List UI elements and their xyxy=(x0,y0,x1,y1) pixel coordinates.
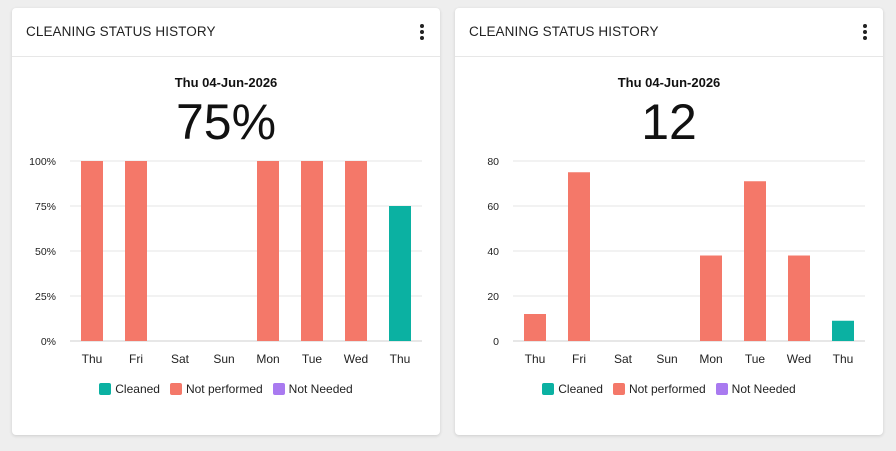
y-tick-label: 0 xyxy=(493,336,499,348)
x-tick-label: Thu xyxy=(82,352,103,366)
x-tick-label: Sat xyxy=(171,352,190,366)
current-value: 12 xyxy=(641,94,697,150)
x-tick-label: Sun xyxy=(213,352,234,366)
x-tick-label: Sun xyxy=(656,352,677,366)
legend-item-not-performed[interactable]: Not performed xyxy=(169,382,263,396)
x-tick-label: Thu xyxy=(833,352,854,366)
legend-item-cleaned[interactable]: Cleaned xyxy=(542,382,603,396)
legend-label: Not performed xyxy=(185,382,263,396)
more-vert-icon[interactable] xyxy=(414,22,430,42)
card-title: CLEANING STATUS HISTORY xyxy=(469,24,659,39)
x-tick-label: Thu xyxy=(390,352,411,366)
x-tick-label: Wed xyxy=(787,352,811,366)
legend-label: Not Needed xyxy=(731,382,796,396)
x-tick-label: Mon xyxy=(256,352,279,366)
legend-label: Cleaned xyxy=(115,382,160,396)
legend-item-not-needed[interactable]: Not Needed xyxy=(715,382,796,396)
x-tick-label: Fri xyxy=(572,352,586,366)
x-tick-label: Thu xyxy=(525,352,546,366)
date-label: Thu 04-Jun-2026 xyxy=(617,75,721,90)
legend-swatch xyxy=(99,383,112,395)
bar-chart: 0% 25% 50% 75% 100% Thu Fri Sat Sun Mon Tue Wed Thu xyxy=(29,156,422,366)
bar xyxy=(345,161,367,341)
y-tick-label: 0% xyxy=(41,336,56,348)
card-header: CLEANING STATUS HISTORY xyxy=(12,8,440,57)
y-tick-label: 40 xyxy=(487,246,499,258)
bar xyxy=(257,161,279,341)
bar xyxy=(744,181,766,341)
legend-label: Not performed xyxy=(628,382,706,396)
y-tick-label: 60 xyxy=(487,201,499,213)
cleaning-status-card-2: CLEANING STATUS HISTORY Thu 04-Jun-2026 … xyxy=(455,8,883,435)
bar xyxy=(568,172,590,341)
cleaning-status-card-1: CLEANING STATUS HISTORY Thu 04-Jun-2026 … xyxy=(12,8,440,435)
bar xyxy=(788,255,810,341)
legend-item-not-needed[interactable]: Not Needed xyxy=(272,382,353,396)
legend-swatch xyxy=(715,383,728,395)
date-label: Thu 04-Jun-2026 xyxy=(174,75,278,90)
y-tick-label: 25% xyxy=(35,291,56,303)
legend-item-not-performed[interactable]: Not performed xyxy=(612,382,706,396)
legend-swatch xyxy=(169,383,182,395)
x-tick-label: Fri xyxy=(129,352,143,366)
legend-swatch xyxy=(542,383,555,395)
bar xyxy=(700,255,722,341)
bar xyxy=(301,161,323,341)
x-tick-label: Mon xyxy=(699,352,722,366)
legend-swatch xyxy=(612,383,625,395)
x-tick-label: Wed xyxy=(344,352,368,366)
legend-item-cleaned[interactable]: Cleaned xyxy=(99,382,160,396)
card-title: CLEANING STATUS HISTORY xyxy=(26,24,216,39)
chart-legend: Cleaned Not performed Not Needed xyxy=(455,382,883,396)
bar xyxy=(125,161,147,341)
bar xyxy=(389,206,411,341)
x-tick-label: Tue xyxy=(302,352,323,366)
legend-label: Cleaned xyxy=(558,382,603,396)
x-tick-label: Tue xyxy=(745,352,766,366)
bar xyxy=(832,320,854,341)
legend-label: Not Needed xyxy=(288,382,353,396)
y-tick-label: 50% xyxy=(35,246,56,258)
bar xyxy=(81,161,103,341)
y-tick-label: 20 xyxy=(487,291,499,303)
y-tick-label: 75% xyxy=(35,201,56,213)
card-header: CLEANING STATUS HISTORY xyxy=(455,8,883,57)
bar-chart: 0 20 40 60 80 Thu Fri Sat Sun Mon Tue Wed Thu xyxy=(487,156,865,366)
more-vert-icon[interactable] xyxy=(857,22,873,42)
x-tick-label: Sat xyxy=(614,352,633,366)
y-tick-label: 80 xyxy=(487,156,499,168)
bar xyxy=(524,314,546,341)
y-tick-label: 100% xyxy=(29,156,56,168)
chart-legend: Cleaned Not performed Not Needed xyxy=(12,382,440,396)
current-value: 75% xyxy=(175,94,277,150)
legend-swatch xyxy=(272,383,285,395)
